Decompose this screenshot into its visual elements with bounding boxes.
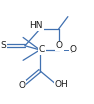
Text: HN: HN (29, 22, 43, 30)
Text: C: C (39, 45, 45, 54)
Text: .: . (71, 43, 72, 48)
Text: O: O (19, 81, 26, 90)
Text: S: S (1, 41, 6, 50)
Text: .: . (71, 49, 72, 54)
Text: O: O (56, 41, 63, 50)
Text: OH: OH (54, 80, 68, 89)
Text: O: O (70, 45, 77, 54)
